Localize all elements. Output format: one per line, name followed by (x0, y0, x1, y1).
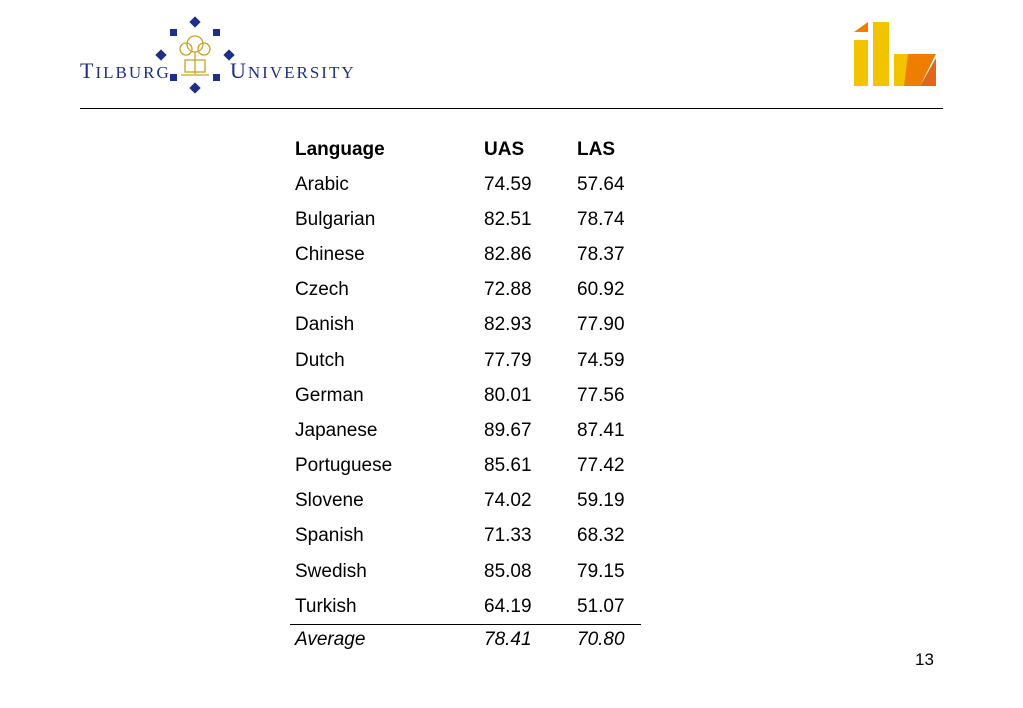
logo-cap-u: U (230, 58, 248, 83)
cell-uas: 82.86 (484, 243, 532, 265)
cell-language: Dutch (295, 349, 345, 371)
table-average-row: Average 78.41 70.80 (290, 624, 641, 656)
cell-uas: 80.01 (484, 384, 532, 406)
cell-uas: 72.88 (484, 279, 532, 301)
cell-uas: 71.33 (484, 525, 532, 547)
table-row: Spanish 71.33 68.32 (290, 519, 641, 554)
cell-language: Turkish (295, 595, 357, 617)
cell-language: Chinese (295, 243, 365, 265)
cell-language: Arabic (295, 173, 349, 195)
cell-las: 77.42 (577, 455, 625, 477)
logo-cap-t: T (80, 58, 96, 83)
cell-language: Slovene (295, 490, 364, 512)
column-header-uas: UAS (484, 139, 525, 160)
cell-uas: 82.51 (484, 208, 532, 230)
cell-las: 79.15 (577, 560, 625, 582)
cell-las: 77.90 (577, 314, 625, 336)
cell-las: 60.92 (577, 279, 625, 301)
cell-uas: 77.79 (484, 349, 532, 371)
cell-las: 77.56 (577, 384, 625, 406)
cell-las: 74.59 (577, 349, 625, 371)
table-row: Danish 82.93 77.90 (290, 308, 641, 343)
logo-rest-tilburg: ILBURG (95, 63, 171, 82)
cell-language: Swedish (295, 560, 367, 582)
cell-las: 57.64 (577, 173, 625, 195)
ilk-logo-icon (854, 22, 936, 86)
tilburg-university-logo: TILBURG UNIVERSITY (80, 16, 354, 94)
cell-las: 87.41 (577, 419, 625, 441)
cell-uas: 89.67 (484, 419, 532, 441)
cell-las: 51.07 (577, 595, 625, 617)
table-row: Bulgarian 82.51 78.74 (290, 202, 641, 237)
parsing-results-table: Language UAS LAS Arabic 74.59 57.64 Bulgar… (290, 135, 641, 656)
table-row: Chinese 82.86 78.37 (290, 237, 641, 272)
cell-uas: 64.19 (484, 595, 532, 617)
cell-las: 59.19 (577, 490, 625, 512)
table-row: German 80.01 77.56 (290, 378, 641, 413)
cell-language: Portuguese (295, 455, 393, 477)
cell-language: Danish (295, 314, 355, 336)
table-row: Swedish 85.08 79.15 (290, 554, 641, 589)
cell-language: Japanese (295, 419, 378, 441)
cell-las: 78.37 (577, 243, 625, 265)
cell-average-uas: 78.41 (479, 624, 572, 656)
table-row: Czech 72.88 60.92 (290, 273, 641, 308)
cell-uas: 85.08 (484, 560, 532, 582)
table-row: Portuguese 85.61 77.42 (290, 449, 641, 484)
cell-language: Spanish (295, 525, 364, 547)
logo-text-university: UNIVERSITY (230, 58, 356, 84)
cell-uas: 85.61 (484, 455, 532, 477)
column-header-las: LAS (577, 139, 615, 160)
table-row: Slovene 74.02 59.19 (290, 484, 641, 519)
cell-language: German (295, 384, 364, 406)
column-header-language: Language (295, 139, 385, 160)
cell-uas: 82.93 (484, 314, 532, 336)
cell-uas: 74.59 (484, 173, 532, 195)
table-row: Japanese 89.67 87.41 (290, 413, 641, 448)
cell-average-las: 70.80 (572, 624, 641, 656)
table-row: Dutch 77.79 74.59 (290, 343, 641, 378)
header-divider (80, 108, 943, 109)
cell-language: Czech (295, 279, 349, 301)
logo-text-tilburg: TILBURG (80, 58, 171, 84)
university-seal-icon (155, 16, 235, 94)
logo-rest-university: NIVERSITY (247, 63, 356, 82)
table-header-row: Language UAS LAS (290, 135, 641, 167)
cell-las: 68.32 (577, 525, 625, 547)
cell-language: Bulgarian (295, 208, 376, 230)
cell-average-label: Average (290, 624, 479, 656)
cell-uas: 74.02 (484, 490, 532, 512)
table-row: Arabic 74.59 57.64 (290, 167, 641, 202)
page-number: 13 (915, 650, 934, 669)
cell-las: 78.74 (577, 208, 625, 230)
table-row: Turkish 64.19 51.07 (290, 589, 641, 625)
